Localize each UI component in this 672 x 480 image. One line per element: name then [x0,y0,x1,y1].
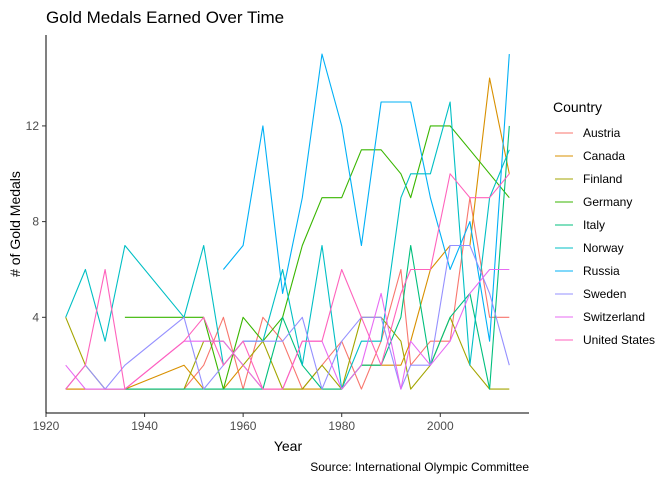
plot-lines [65,53,510,390]
x-tick-label: 1960 [230,419,257,433]
y-axis-title: # of Gold Medals [7,171,23,277]
x-tick-label: 1940 [131,419,158,433]
legend-label-canada: Canada [583,149,625,163]
legend-label-sweden: Sweden [583,287,626,301]
y-tick-label: 12 [26,119,40,133]
x-ticks: 1920 1940 1960 1980 2000 [33,413,454,433]
series-line-norway [65,101,510,390]
series-line-canada [65,77,510,390]
chart-caption: Source: International Olympic Committee [310,460,529,474]
legend: Country Austria Canada Finland Germany Italy… [553,99,655,347]
legend-label-germany: Germany [583,195,632,209]
x-tick-label: 1920 [33,419,60,433]
legend-items: Austria Canada Finland Germany Italy Norway Ru… [555,126,655,347]
legend-label-italy: Italy [583,218,605,232]
legend-label-russia: Russia [583,264,620,278]
x-tick-label: 1980 [328,419,355,433]
legend-title: Country [553,99,602,115]
x-axis-title: Year [274,438,303,454]
axes [45,35,529,414]
y-ticks: 4 8 12 [26,119,46,324]
y-tick-label: 4 [32,310,39,324]
y-tick-label: 8 [32,215,39,229]
chart-title: Gold Medals Earned Over Time [46,8,284,27]
series-line-sweden [65,244,510,390]
series-line-germany [124,125,510,390]
legend-label-finland: Finland [583,172,622,186]
legend-label-austria: Austria [583,126,621,140]
legend-label-norway: Norway [583,241,624,255]
series-line-united-states [65,173,510,390]
series-line-italy [124,125,510,390]
legend-label-united-states: United States [583,333,655,347]
x-tick-label: 2000 [427,419,454,433]
legend-label-switzerland: Switzerland [583,310,645,324]
